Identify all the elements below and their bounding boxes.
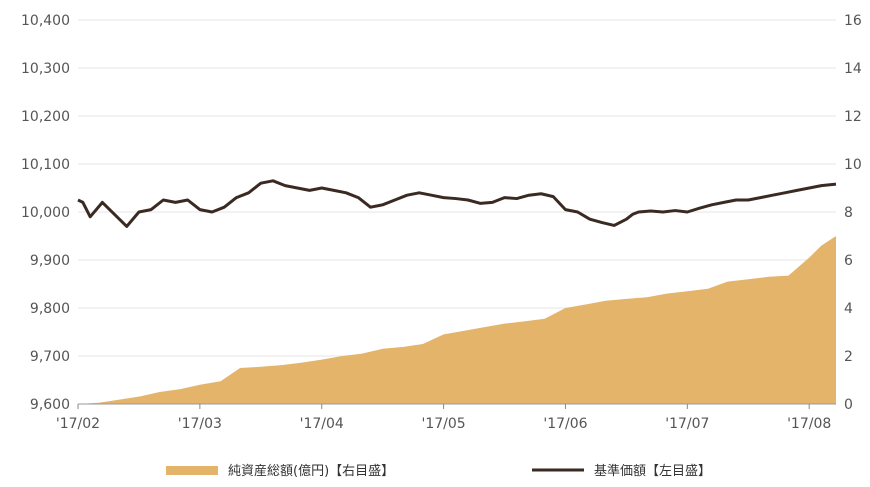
- x-tick-label: '17/05: [421, 416, 465, 432]
- legend-swatch-net-assets: [166, 466, 218, 475]
- x-axis-ticks: '17/02 '17/03 '17/04 '17/05 '17/06 '17/07 '17/…: [56, 404, 831, 432]
- left-tick-label: 9,600: [30, 397, 70, 413]
- left-tick-label: 10,200: [21, 109, 70, 125]
- right-tick-label: 10: [844, 157, 862, 173]
- left-tick-label: 9,900: [30, 253, 70, 269]
- right-tick-label: 4: [844, 301, 853, 317]
- legend: 純資産総額(億円)【右目盛】 基準価額【左目盛】: [166, 463, 711, 479]
- x-tick-label: '17/07: [665, 416, 709, 432]
- right-tick-label: 2: [844, 349, 853, 365]
- x-tick-label: '17/06: [543, 416, 587, 432]
- left-tick-label: 10,400: [21, 13, 70, 29]
- left-tick-label: 9,800: [30, 301, 70, 317]
- x-tick-label: '17/08: [787, 416, 831, 432]
- left-tick-label: 10,000: [21, 205, 70, 221]
- legend-label-nav: 基準価額【左目盛】: [594, 463, 711, 479]
- left-tick-label: 9,700: [30, 349, 70, 365]
- net-assets-area: [78, 236, 836, 404]
- left-axis-ticks: 9,600 9,700 9,800 9,900 10,000 10,100 10,200 10…: [21, 13, 70, 413]
- right-tick-label: 0: [844, 397, 853, 413]
- x-tick-label: '17/03: [178, 416, 222, 432]
- right-axis-ticks: 0 2 4 6 8 10 12 14 16: [844, 13, 862, 413]
- nav-line: [77, 179, 837, 228]
- legend-label-net-assets: 純資産総額(億円)【右目盛】: [228, 463, 394, 479]
- right-tick-label: 12: [844, 109, 862, 125]
- x-tick-label: '17/02: [56, 416, 100, 432]
- right-tick-label: 16: [844, 13, 862, 29]
- x-tick-label: '17/04: [300, 416, 344, 432]
- left-tick-label: 10,100: [21, 157, 70, 173]
- right-tick-label: 6: [844, 253, 853, 269]
- left-tick-label: 10,300: [21, 61, 70, 77]
- right-tick-label: 14: [844, 61, 862, 77]
- right-tick-label: 8: [844, 205, 853, 221]
